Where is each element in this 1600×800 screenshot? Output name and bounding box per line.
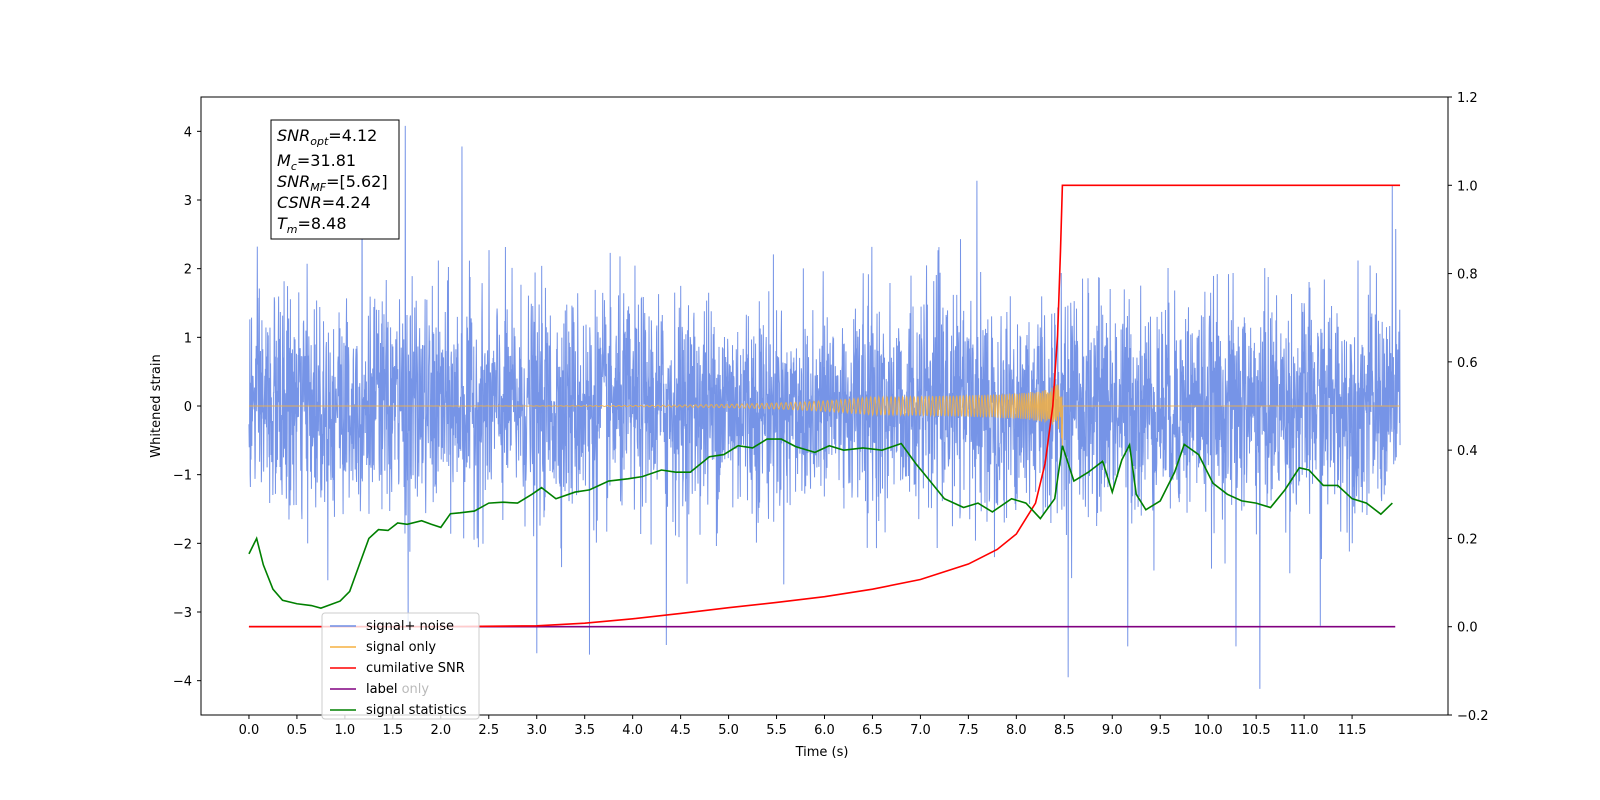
y-left-tick-label: −4 [173,675,192,690]
x-tick-label: 3.0 [526,723,547,738]
legend-label-cumulative-snr: cumilative SNR [366,661,465,676]
x-axis: 0.0 0.5 1.0 1.5 2.0 2.5 3.0 3.5 4.0 4.5 5.0 5.5 6.0 6… [239,715,1367,738]
stat-snr-mf: SNRMF=[5.62] [277,172,388,194]
y-left-tick-label: −2 [173,537,192,552]
y-left-tick-label: −1 [173,469,192,484]
plot-area [248,125,1401,689]
stat-csnr: CSNR=4.24 [277,193,371,212]
legend-label-label-only: label only [366,682,429,697]
signal-only-line [248,384,1401,449]
x-tick-label: 5.0 [718,723,739,738]
x-tick-label: 10.0 [1194,723,1223,738]
stats-box: SNRopt=4.12 Mc=31.81 SNRMF=[5.62] CSNR=4… [270,119,400,240]
signal-statistics-line [248,438,1393,610]
x-tick-label: 2.5 [478,723,499,738]
legend-label-signal-only: signal only [366,640,436,655]
x-tick-label: 2.0 [430,723,451,738]
y-axis-left-label: Whitened strain [149,354,164,457]
y-left-tick-label: 4 [184,125,192,140]
signal-only-series [248,384,1401,449]
x-tick-label: 11.0 [1290,723,1319,738]
legend-label-signal-noise: signal+ noise [366,619,454,634]
legend-label-signal-statistics: signal statistics [366,703,467,718]
y-right-tick-label: 0.6 [1457,356,1478,371]
x-tick-label: 11.5 [1338,723,1367,738]
y-left-tick-label: 3 [184,194,192,209]
y-axis-left: 4 3 2 1 0 −1 −2 −3 −4 [173,125,201,690]
signal-noise-series [248,125,1401,689]
x-axis-label: Time (s) [795,745,849,760]
x-tick-label: 4.0 [622,723,643,738]
stat-tm: Tm=8.48 [277,214,347,236]
y-right-tick-label: 1.0 [1457,179,1478,194]
x-tick-label: 0.0 [239,723,260,738]
x-tick-label: 9.0 [1102,723,1123,738]
legend-label-label: label [366,682,397,697]
stat-mc: Mc=31.81 [277,151,356,173]
stat-snr-opt: SNRopt=4.12 [277,126,377,148]
x-tick-label: 4.5 [670,723,691,738]
y-left-tick-label: 1 [184,331,192,346]
y-left-tick-label: −3 [173,606,192,621]
x-tick-label: 6.5 [862,723,883,738]
x-tick-label: 6.0 [814,723,835,738]
y-left-tick-label: 0 [184,400,192,415]
legend-frame [321,612,480,720]
x-tick-label: 7.5 [958,723,979,738]
y-axis-right: 1.2 1.0 0.8 0.6 0.4 0.2 0.0 −0.2 [1448,91,1489,724]
x-tick-label: 10.5 [1242,723,1271,738]
x-tick-label: 1.0 [335,723,356,738]
x-tick-label: 1.5 [383,723,404,738]
x-tick-label: 3.5 [574,723,595,738]
y-right-tick-label: −0.2 [1457,709,1489,724]
y-right-tick-label: 0.8 [1457,268,1478,283]
x-tick-label: 7.0 [910,723,931,738]
x-tick-label: 9.5 [1150,723,1171,738]
x-tick-label: 8.5 [1054,723,1075,738]
y-right-tick-label: 0.4 [1457,444,1478,459]
signal-noise-line [248,125,1401,689]
y-right-tick-label: 0.2 [1457,532,1478,547]
stats-box-frame [270,119,400,240]
cumulative-snr-line [248,184,1401,628]
y-right-tick-label: 0.0 [1457,621,1478,636]
x-tick-label: 8.0 [1006,723,1027,738]
y-right-tick-label: 1.2 [1457,91,1478,106]
y-left-tick-label: 2 [184,263,192,278]
x-tick-label: 0.5 [287,723,308,738]
legend: signal+ noise signal only cumilative SNR… [321,612,480,720]
x-tick-label: 5.5 [766,723,787,738]
